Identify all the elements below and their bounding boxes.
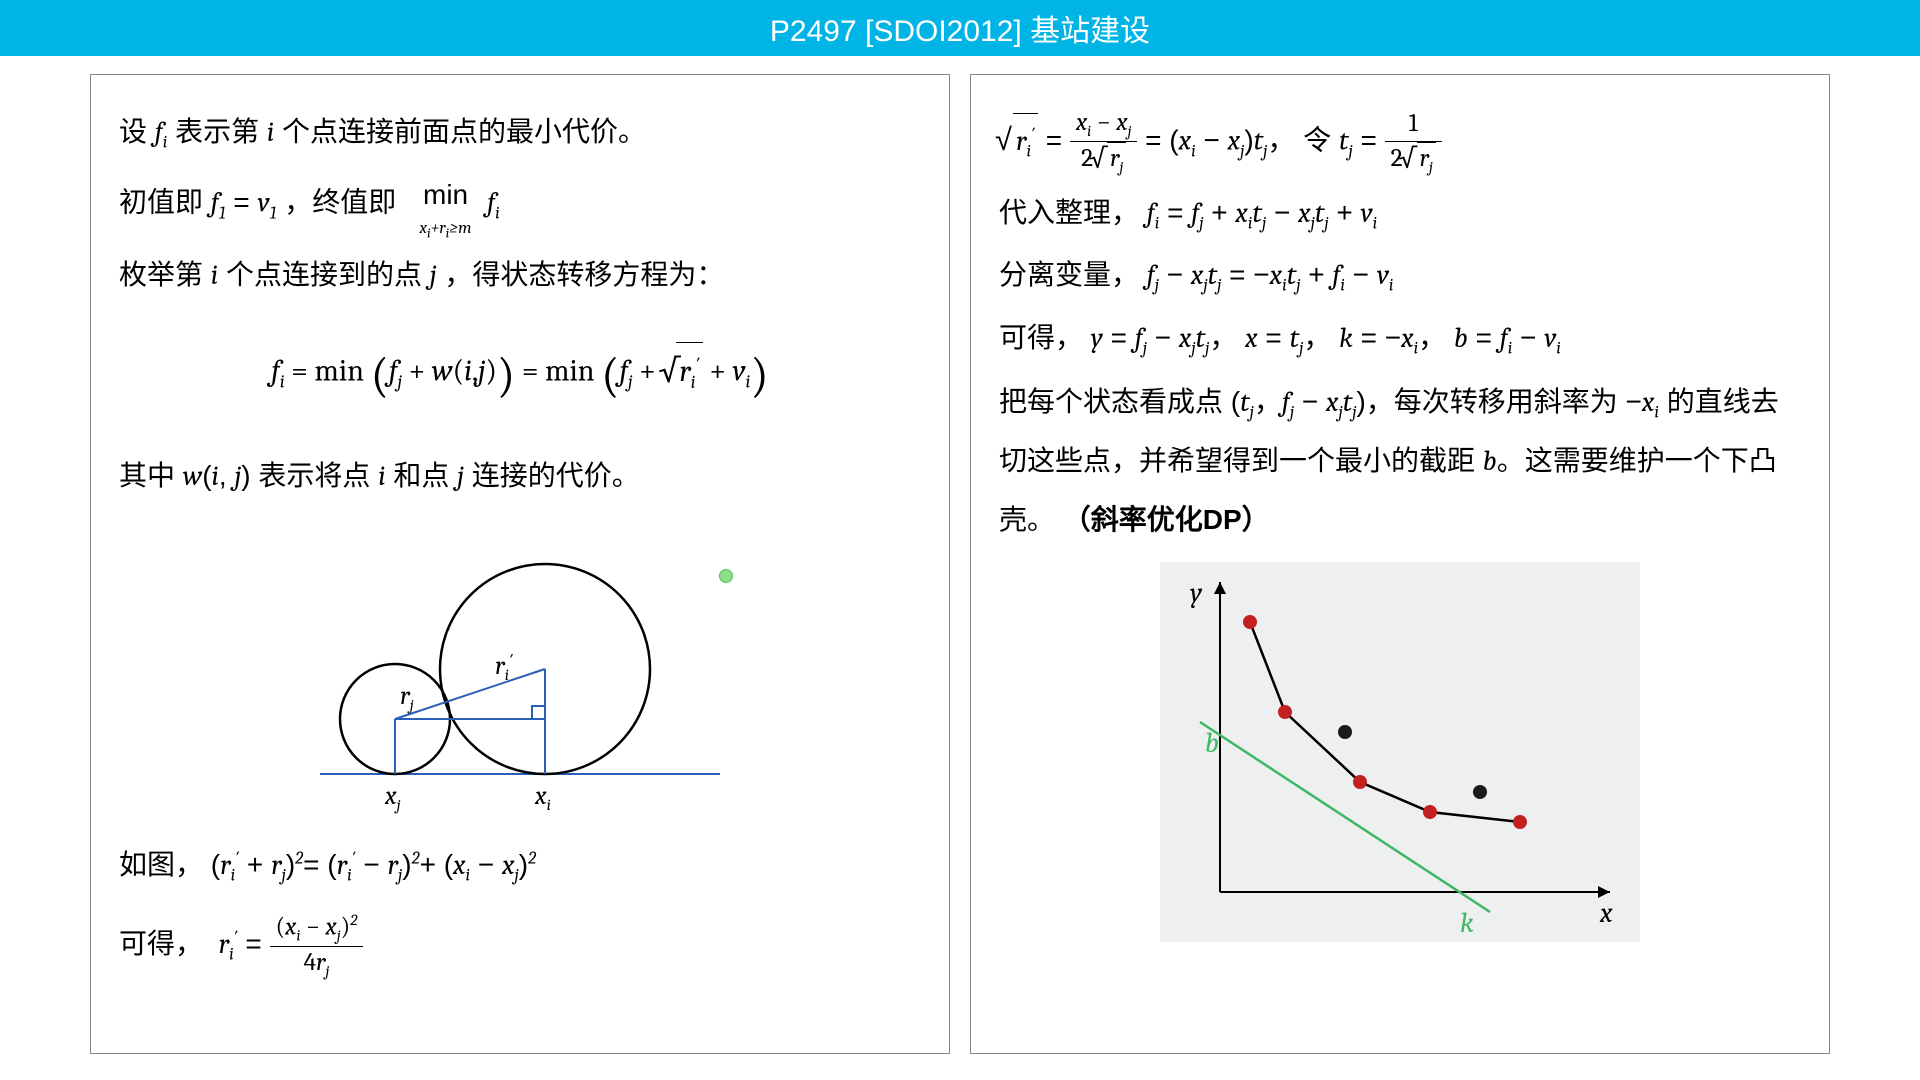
text: 和点 [393, 460, 457, 491]
text: ，终值即 [284, 186, 404, 217]
svg-text:x: x [1599, 897, 1613, 929]
left-line6: 可得， ri′ = (xi − xj)2 4rj [119, 910, 921, 981]
right-paragraph: 把每个状态看成点 (tj，fj − xjtj)，每次转移用斜率为 −xi 的直线… [999, 373, 1801, 549]
text: 个点连接到的点 [226, 259, 430, 290]
header-title: P2497 [SDOI2012] 基站建设 [770, 6, 1150, 50]
svg-text:xi: xi [534, 781, 551, 814]
hull-svg: y x b k [1160, 562, 1640, 942]
right-line3: 可得， y = fj − xjtj， x = tj， k = −xi， b = … [999, 311, 1801, 366]
convex-hull-chart: y x b k [999, 562, 1801, 942]
left-panel: 设 fi 表示第 i 个点连接前面点的最小代价。 初值即 f1 = v1 ，终值… [90, 74, 950, 1054]
content-area: 设 fi 表示第 i 个点连接前面点的最小代价。 初值即 f1 = v1 ，终值… [0, 56, 1920, 1072]
svg-text:k: k [1460, 907, 1474, 939]
svg-text:rj: rj [400, 681, 414, 714]
svg-text:xj: xj [384, 781, 401, 814]
right-panel: ri′ = xi − xj 2rj = (xi − xj)tj， 令 tj = … [970, 74, 1830, 1054]
text: 如图， [119, 849, 203, 880]
pointer-dot [719, 569, 733, 583]
bold-term: （斜率优化DP） [1063, 504, 1270, 535]
text: 枚举第 [119, 259, 211, 290]
left-line2: 初值即 f1 = v1 ，终值即 min xi+ri≥m fi [119, 168, 921, 241]
text: 连接的代价。 [472, 460, 640, 491]
left-line5: 如图， (ri′ + rj)2= (ri′ − rj)2+ (xi − xj)2 [119, 838, 921, 893]
left-line3: 枚举第 i 个点连接到的点 j ，得状态转移方程为： [119, 248, 921, 302]
text: 可得， [999, 322, 1083, 353]
page-header: P2497 [SDOI2012] 基站建设 [0, 0, 1920, 56]
left-line1: 设 fi 表示第 i 个点连接前面点的最小代价。 [119, 105, 921, 160]
circles-svg: xj xi rj ri′ [300, 514, 740, 824]
svg-text:ri′: ri′ [495, 650, 513, 684]
text: 设 [119, 116, 155, 147]
left-main-eq: fi = min (fj + w(i,j)) = min (fj + ri′ +… [119, 330, 921, 421]
text: 其中 [119, 460, 183, 491]
text: 分离变量， [999, 259, 1139, 290]
text: 个点连接前面点的最小代价。 [282, 116, 646, 147]
svg-text:y: y [1190, 577, 1203, 609]
left-line4: 其中 w(i, j) 表示将点 i 和点 j 连接的代价。 [119, 449, 921, 503]
right-line1: 代入整理， fi = fj + xitj − xjtj + vi [999, 186, 1801, 241]
text: 可得， [119, 928, 203, 959]
text: 代入整理， [999, 197, 1139, 228]
text: 表示第 [175, 116, 267, 147]
right-eq1: ri′ = xi − xj 2rj = (xi − xj)tj， 令 tj = … [999, 107, 1801, 178]
svg-text:b: b [1205, 727, 1219, 759]
text: 表示将点 [258, 460, 378, 491]
text: ，得状态转移方程为： [444, 259, 724, 290]
text: 初值即 [119, 186, 211, 217]
right-line2: 分离变量， fj − xjtj = −xitj + fi − vi [999, 248, 1801, 303]
circles-diagram: xj xi rj ri′ [119, 514, 921, 824]
